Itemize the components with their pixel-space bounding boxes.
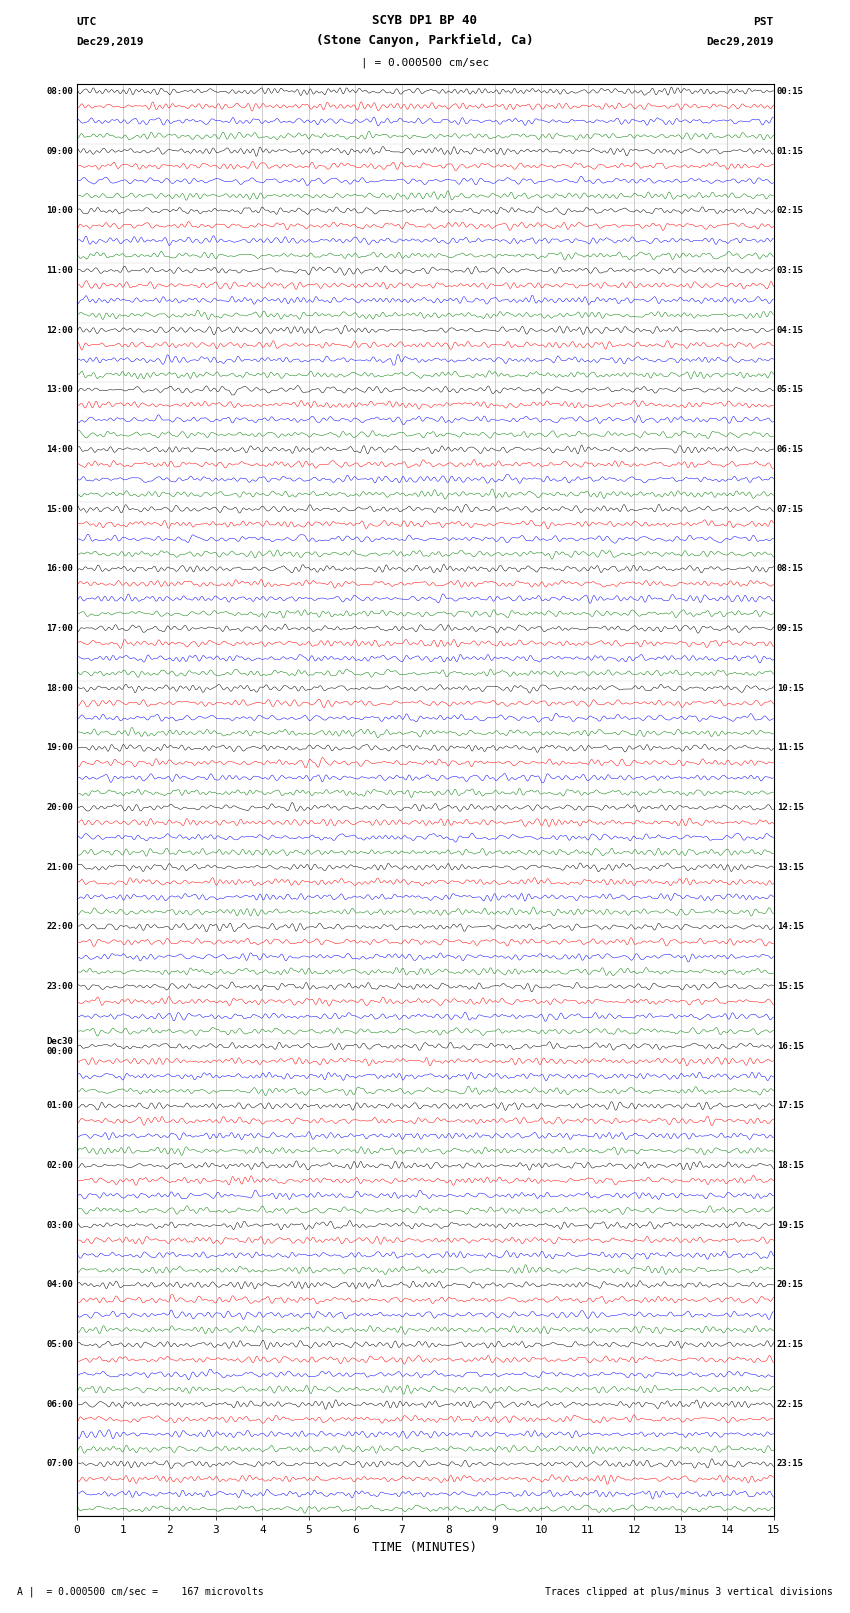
Text: (Stone Canyon, Parkfield, Ca): (Stone Canyon, Parkfield, Ca) — [316, 34, 534, 47]
Text: 14:15: 14:15 — [777, 923, 804, 931]
Text: 15:15: 15:15 — [777, 982, 804, 990]
Text: 09:15: 09:15 — [777, 624, 804, 632]
X-axis label: TIME (MINUTES): TIME (MINUTES) — [372, 1540, 478, 1553]
Text: 18:15: 18:15 — [777, 1161, 804, 1169]
Text: 02:15: 02:15 — [777, 206, 804, 215]
Text: 17:00: 17:00 — [46, 624, 73, 632]
Text: 04:00: 04:00 — [46, 1281, 73, 1289]
Text: 15:00: 15:00 — [46, 505, 73, 513]
Text: 01:00: 01:00 — [46, 1102, 73, 1110]
Text: 00:15: 00:15 — [777, 87, 804, 95]
Text: 21:15: 21:15 — [777, 1340, 804, 1348]
Text: 09:00: 09:00 — [46, 147, 73, 155]
Text: 16:15: 16:15 — [777, 1042, 804, 1050]
Text: 23:00: 23:00 — [46, 982, 73, 990]
Text: 20:15: 20:15 — [777, 1281, 804, 1289]
Text: 08:15: 08:15 — [777, 565, 804, 573]
Text: 16:00: 16:00 — [46, 565, 73, 573]
Text: A |  = 0.000500 cm/sec =    167 microvolts: A | = 0.000500 cm/sec = 167 microvolts — [17, 1586, 264, 1597]
Text: 18:00: 18:00 — [46, 684, 73, 692]
Text: UTC: UTC — [76, 16, 97, 26]
Text: 10:15: 10:15 — [777, 684, 804, 692]
Text: 05:15: 05:15 — [777, 386, 804, 394]
Text: 01:15: 01:15 — [777, 147, 804, 155]
Text: 08:00: 08:00 — [46, 87, 73, 95]
Text: 13:15: 13:15 — [777, 863, 804, 871]
Text: 23:15: 23:15 — [777, 1460, 804, 1468]
Text: 05:00: 05:00 — [46, 1340, 73, 1348]
Text: 19:00: 19:00 — [46, 744, 73, 752]
Text: 06:15: 06:15 — [777, 445, 804, 453]
Text: 13:00: 13:00 — [46, 386, 73, 394]
Text: 20:00: 20:00 — [46, 803, 73, 811]
Text: Traces clipped at plus/minus 3 vertical divisions: Traces clipped at plus/minus 3 vertical … — [545, 1587, 833, 1597]
Text: 11:15: 11:15 — [777, 744, 804, 752]
Text: 11:00: 11:00 — [46, 266, 73, 274]
Text: 02:00: 02:00 — [46, 1161, 73, 1169]
Text: Dec29,2019: Dec29,2019 — [76, 37, 144, 47]
Text: Dec30
00:00: Dec30 00:00 — [46, 1037, 73, 1057]
Text: Dec29,2019: Dec29,2019 — [706, 37, 774, 47]
Text: 22:15: 22:15 — [777, 1400, 804, 1408]
Text: 19:15: 19:15 — [777, 1221, 804, 1229]
Text: | = 0.000500 cm/sec: | = 0.000500 cm/sec — [361, 58, 489, 68]
Text: 07:15: 07:15 — [777, 505, 804, 513]
Text: 07:00: 07:00 — [46, 1460, 73, 1468]
Text: 03:15: 03:15 — [777, 266, 804, 274]
Text: SCYB DP1 BP 40: SCYB DP1 BP 40 — [372, 13, 478, 26]
Text: PST: PST — [753, 16, 774, 26]
Text: 22:00: 22:00 — [46, 923, 73, 931]
Text: 03:00: 03:00 — [46, 1221, 73, 1229]
Text: 14:00: 14:00 — [46, 445, 73, 453]
Text: 06:00: 06:00 — [46, 1400, 73, 1408]
Text: 21:00: 21:00 — [46, 863, 73, 871]
Text: 12:00: 12:00 — [46, 326, 73, 334]
Text: 12:15: 12:15 — [777, 803, 804, 811]
Text: 04:15: 04:15 — [777, 326, 804, 334]
Text: 10:00: 10:00 — [46, 206, 73, 215]
Text: 17:15: 17:15 — [777, 1102, 804, 1110]
